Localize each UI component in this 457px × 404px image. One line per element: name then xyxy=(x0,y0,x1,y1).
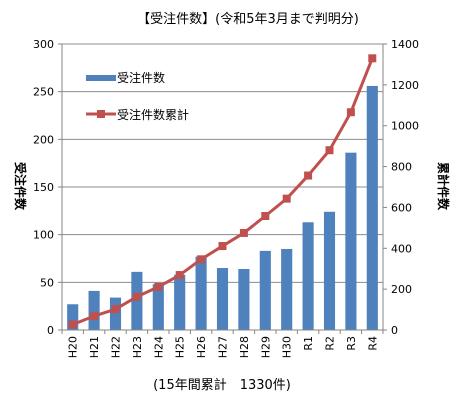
x-tick-label-H28: H28 xyxy=(238,336,251,358)
bar-H20 xyxy=(67,304,79,330)
y-left-tick-label: 0 xyxy=(47,324,54,337)
x-tick-label-H21: H21 xyxy=(88,336,101,358)
x-tick-label-R1: R1 xyxy=(302,336,315,351)
cumulative-point-R2 xyxy=(325,146,334,155)
cumulative-point-H21 xyxy=(90,312,99,321)
bar-H21 xyxy=(88,290,100,330)
axes xyxy=(58,43,387,334)
bar-H24 xyxy=(152,284,164,330)
x-tick-label-R4: R4 xyxy=(366,336,379,351)
y-right-tick-label: 800 xyxy=(391,161,412,174)
cumulative-point-H30 xyxy=(282,194,291,203)
bar-R3 xyxy=(345,152,357,330)
y-right-tick-label: 600 xyxy=(391,201,412,214)
cumulative-point-H24 xyxy=(154,282,163,291)
y-axis-left-title: 受注件数 xyxy=(13,162,28,211)
cumulative-point-H29 xyxy=(261,212,270,221)
legend-bar-label: 受注件数 xyxy=(117,70,165,85)
bar-R4 xyxy=(366,85,378,331)
legend-line-marker xyxy=(97,110,105,118)
y-right-tick-label: 1400 xyxy=(391,38,419,51)
y-axis-right-title: 累計件数 xyxy=(436,162,451,211)
chart-subtitle: (15年間累計 1330件) xyxy=(153,377,291,393)
cumulative-point-H27 xyxy=(218,242,227,251)
x-tick-label-H29: H29 xyxy=(259,336,272,358)
bar-R2 xyxy=(323,211,336,330)
x-tick-label-H30: H30 xyxy=(281,336,294,358)
bar-H26 xyxy=(195,256,207,330)
y-right-tick-label: 400 xyxy=(391,242,412,255)
bar-H22 xyxy=(109,297,122,330)
x-tick-label-H26: H26 xyxy=(195,336,208,358)
x-tick-label-R3: R3 xyxy=(345,336,358,351)
x-tick-label-H24: H24 xyxy=(152,336,165,358)
y-left-tick-label: 200 xyxy=(33,133,54,146)
cumulative-point-H23 xyxy=(132,292,141,301)
bar-H27 xyxy=(216,268,229,330)
legend-line-label: 受注件数累計 xyxy=(117,107,189,122)
legend-bar-swatch xyxy=(86,75,116,81)
bar-H25 xyxy=(174,274,186,330)
chart-title: 【受注件数】(令和5年3月まで判明分) xyxy=(137,12,359,27)
bar-H30 xyxy=(281,248,293,330)
x-tick-label-R2: R2 xyxy=(324,336,337,351)
x-tick-label-H23: H23 xyxy=(131,336,144,358)
y-left-tick-label: 50 xyxy=(40,276,54,289)
bar-H28 xyxy=(238,268,250,330)
cumulative-point-R3 xyxy=(346,108,355,117)
y-right-tick-label: 1000 xyxy=(391,120,419,133)
legend: 受注件数 受注件数累計 xyxy=(86,70,189,122)
line-series xyxy=(68,54,377,329)
x-tick-label-H22: H22 xyxy=(110,336,123,358)
cumulative-point-H22 xyxy=(111,305,120,314)
bar-H23 xyxy=(131,271,143,330)
x-tick-label-H27: H27 xyxy=(217,336,230,358)
cumulative-point-R1 xyxy=(304,171,313,180)
bar-R1 xyxy=(302,222,314,330)
cumulative-point-H20 xyxy=(68,320,77,329)
y-left-tick-label: 150 xyxy=(33,181,54,194)
cumulative-point-R4 xyxy=(368,54,377,63)
cumulative-point-H28 xyxy=(239,228,248,237)
tick-labels: 0 50 100 150 200 250 300 0 200 400 600 800 1000 1200 1… xyxy=(33,38,419,358)
cumulative-point-H25 xyxy=(175,271,184,280)
cumulative-point-H26 xyxy=(197,255,206,264)
y-right-tick-label: 1200 xyxy=(391,79,419,92)
x-tick-label-H20: H20 xyxy=(67,336,80,358)
x-tick-label-H25: H25 xyxy=(174,336,187,358)
y-left-tick-label: 100 xyxy=(33,229,54,242)
y-right-tick-label: 200 xyxy=(391,283,412,296)
y-left-tick-label: 250 xyxy=(33,86,54,99)
y-right-tick-label: 0 xyxy=(391,324,398,337)
bar-H29 xyxy=(259,250,271,330)
y-left-tick-label: 300 xyxy=(33,38,54,51)
bar-series xyxy=(67,85,378,331)
